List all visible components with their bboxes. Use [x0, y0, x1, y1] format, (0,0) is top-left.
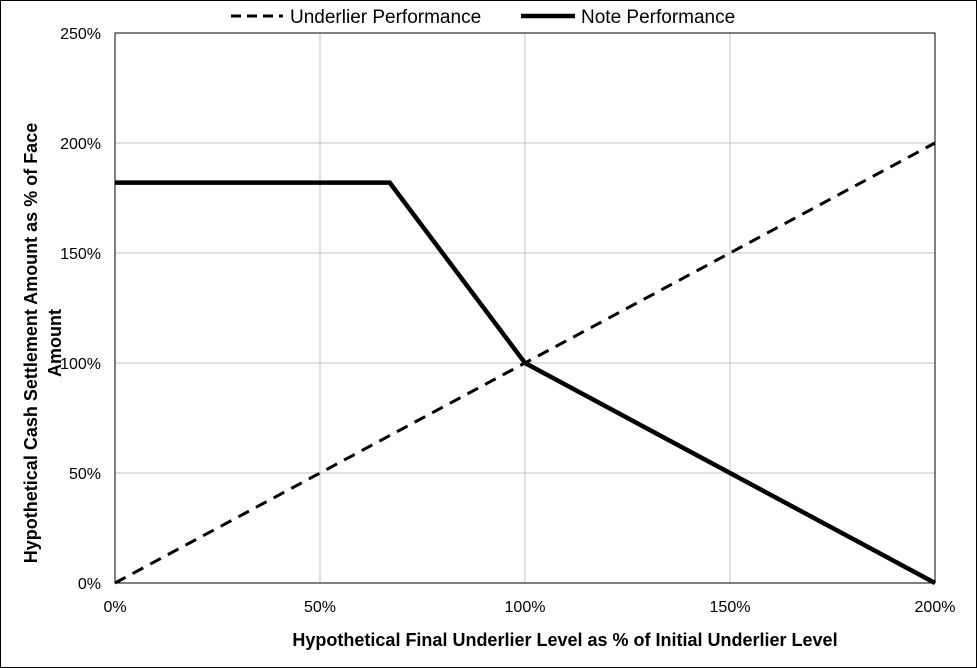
x-tick-label: 200% [915, 599, 956, 616]
y-tick-label: 0% [78, 576, 101, 593]
x-tick-label: 50% [304, 599, 336, 616]
y-tick-labels: 0% 50% 100% 150% 200% 250% [60, 26, 101, 593]
grid-lines [114, 32, 936, 584]
series-line-note-performance [115, 180, 937, 585]
x-tick-label: 150% [710, 599, 751, 616]
y-axis-title-line2: Amount [45, 309, 65, 377]
x-tick-label: 0% [103, 599, 126, 616]
legend-label-note-performance: Note Performance [581, 7, 735, 28]
series-layer [114, 141, 937, 585]
legend: Underlier Performance Note Performance [231, 7, 735, 28]
x-axis-title: Hypothetical Final Underlier Level as % … [292, 630, 837, 650]
x-tick-labels: 0% 50% 100% 150% 200% [103, 599, 955, 616]
y-tick-label: 250% [60, 26, 101, 43]
y-tick-label: 100% [60, 356, 101, 373]
y-tick-label: 50% [69, 466, 101, 483]
x-tick-label: 100% [505, 599, 546, 616]
y-axis-title-line1: Hypothetical Cash Settlement Amount as %… [21, 123, 41, 563]
y-tick-label: 200% [60, 136, 101, 153]
y-axis-title: Hypothetical Cash Settlement Amount as %… [21, 123, 65, 563]
plot-area-border [114, 32, 936, 584]
y-tick-label: 150% [60, 246, 101, 263]
legend-label-underlier-performance: Underlier Performance [290, 7, 481, 28]
